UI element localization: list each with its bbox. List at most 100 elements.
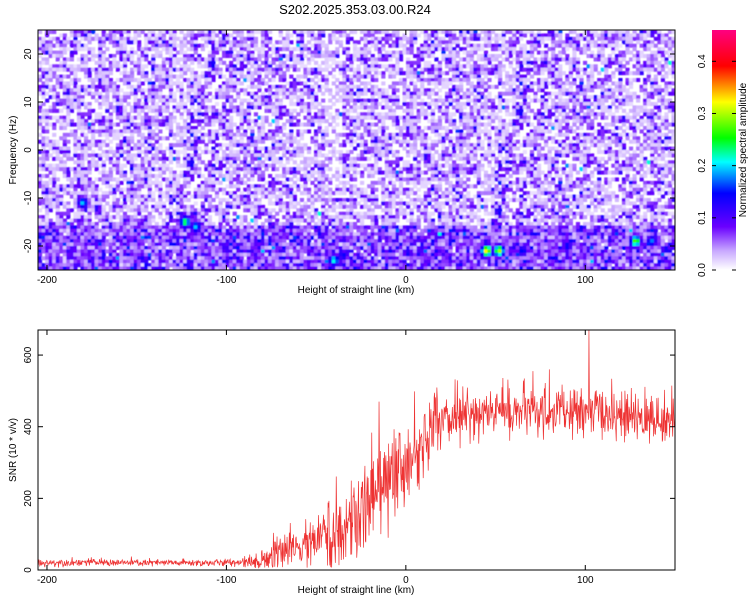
heatmap-cell (190, 153, 195, 158)
heatmap-cell (473, 108, 478, 113)
heatmap-cell (193, 47, 198, 52)
heatmap-cell (292, 81, 297, 86)
heatmap-cell (614, 67, 619, 72)
heatmap-cell (257, 67, 262, 72)
heatmap-cell (377, 95, 382, 100)
heatmap-cell (186, 33, 191, 38)
heatmap-cell (469, 47, 474, 52)
heatmap-cell (430, 115, 435, 120)
heatmap-cell (207, 67, 213, 72)
heatmap-cell (278, 78, 283, 83)
heatmap-cell (218, 122, 223, 127)
heatmap-cell (540, 71, 545, 76)
heatmap-cell (508, 88, 513, 93)
heatmap-cell (540, 102, 545, 107)
heatmap-cell (593, 54, 598, 59)
heatmap-cell (490, 105, 496, 110)
heatmap-cell (671, 122, 675, 127)
heatmap-cell (232, 139, 237, 144)
heatmap-cell (618, 88, 623, 93)
heatmap-cell (551, 98, 556, 103)
heatmap-cell (657, 108, 662, 113)
heatmap-cell (154, 126, 159, 131)
heatmap-cell (236, 60, 241, 65)
heatmap-cell (250, 64, 255, 69)
heatmap-cell (211, 40, 216, 45)
heatmap-cell (299, 33, 305, 38)
heatmap-cell (374, 136, 379, 141)
heatmap-cell (381, 129, 386, 134)
heatmap-cell (260, 98, 266, 103)
heatmap-cell (650, 119, 655, 124)
heatmap-cell (165, 156, 170, 161)
heatmap-cell (317, 102, 322, 107)
heatmap-cell (239, 47, 244, 52)
heatmap-cell (91, 81, 96, 86)
heatmap-cell (370, 115, 375, 120)
heatmap-cell (147, 115, 152, 120)
heatmap-cell (388, 43, 393, 48)
heatmap-cell (236, 112, 241, 117)
heatmap-cell (494, 136, 499, 141)
heatmap-cell (186, 136, 191, 141)
heatmap-cell (483, 132, 489, 137)
heatmap-cell (342, 50, 347, 55)
heatmap-cell (154, 139, 159, 144)
heatmap-cell (130, 119, 135, 124)
heatmap-cell (59, 146, 64, 151)
heatmap-cell (593, 67, 598, 72)
heatmap-cell (459, 122, 464, 127)
heatmap-cell (529, 108, 535, 113)
heatmap-cell (611, 98, 616, 103)
heatmap-cell (105, 150, 110, 155)
heatmap-cell (558, 74, 563, 79)
heatmap-cell (144, 150, 149, 155)
heatmap-cell (214, 160, 220, 165)
heatmap-cell (112, 132, 117, 137)
heatmap-cell (154, 47, 159, 52)
heatmap-cell (430, 98, 435, 103)
heatmap-cell (636, 143, 641, 148)
heatmap-cell (544, 81, 549, 86)
heatmap-cell (363, 115, 368, 120)
heatmap-cell (395, 105, 400, 110)
heatmap-cell (331, 74, 336, 79)
heatmap-cell (176, 150, 181, 155)
heatmap-cell (483, 60, 489, 65)
heatmap-cell (377, 50, 382, 55)
heatmap-cell (498, 43, 503, 48)
heatmap-cell (423, 126, 428, 131)
heatmap-cell (406, 84, 411, 89)
heatmap-cell (621, 150, 627, 155)
heatmap-cell (628, 102, 634, 107)
heatmap-cell (154, 146, 159, 151)
heatmap-cell (582, 71, 588, 76)
heatmap-cell (218, 119, 223, 124)
heatmap-cell (69, 50, 74, 55)
heatmap-cell (671, 60, 675, 65)
heatmap-cell (377, 115, 382, 120)
heatmap-cell (285, 40, 290, 45)
heatmap-cell (352, 84, 358, 89)
heatmap-cell (342, 156, 347, 161)
heatmap-cell (264, 119, 269, 124)
heatmap-cell (98, 71, 103, 76)
heatmap-cell (314, 143, 319, 148)
heatmap-cell (363, 36, 368, 41)
heatmap-cell (282, 105, 287, 110)
heatmap-cell (133, 163, 138, 168)
heatmap-cell (338, 132, 343, 137)
heatmap-cell (466, 64, 471, 69)
heatmap-cell (501, 81, 506, 86)
heatmap-cell (505, 112, 510, 117)
heatmap-cell (568, 143, 573, 148)
heatmap-cell (409, 71, 414, 76)
heatmap-cell (176, 143, 181, 148)
heatmap-cell (193, 98, 198, 103)
heatmap-cell (636, 67, 641, 72)
heatmap-cell (55, 150, 60, 155)
heatmap-cell (278, 57, 283, 62)
heatmap-cell (363, 122, 368, 127)
heatmap-cell (427, 156, 432, 161)
heatmap-cell (476, 71, 481, 76)
